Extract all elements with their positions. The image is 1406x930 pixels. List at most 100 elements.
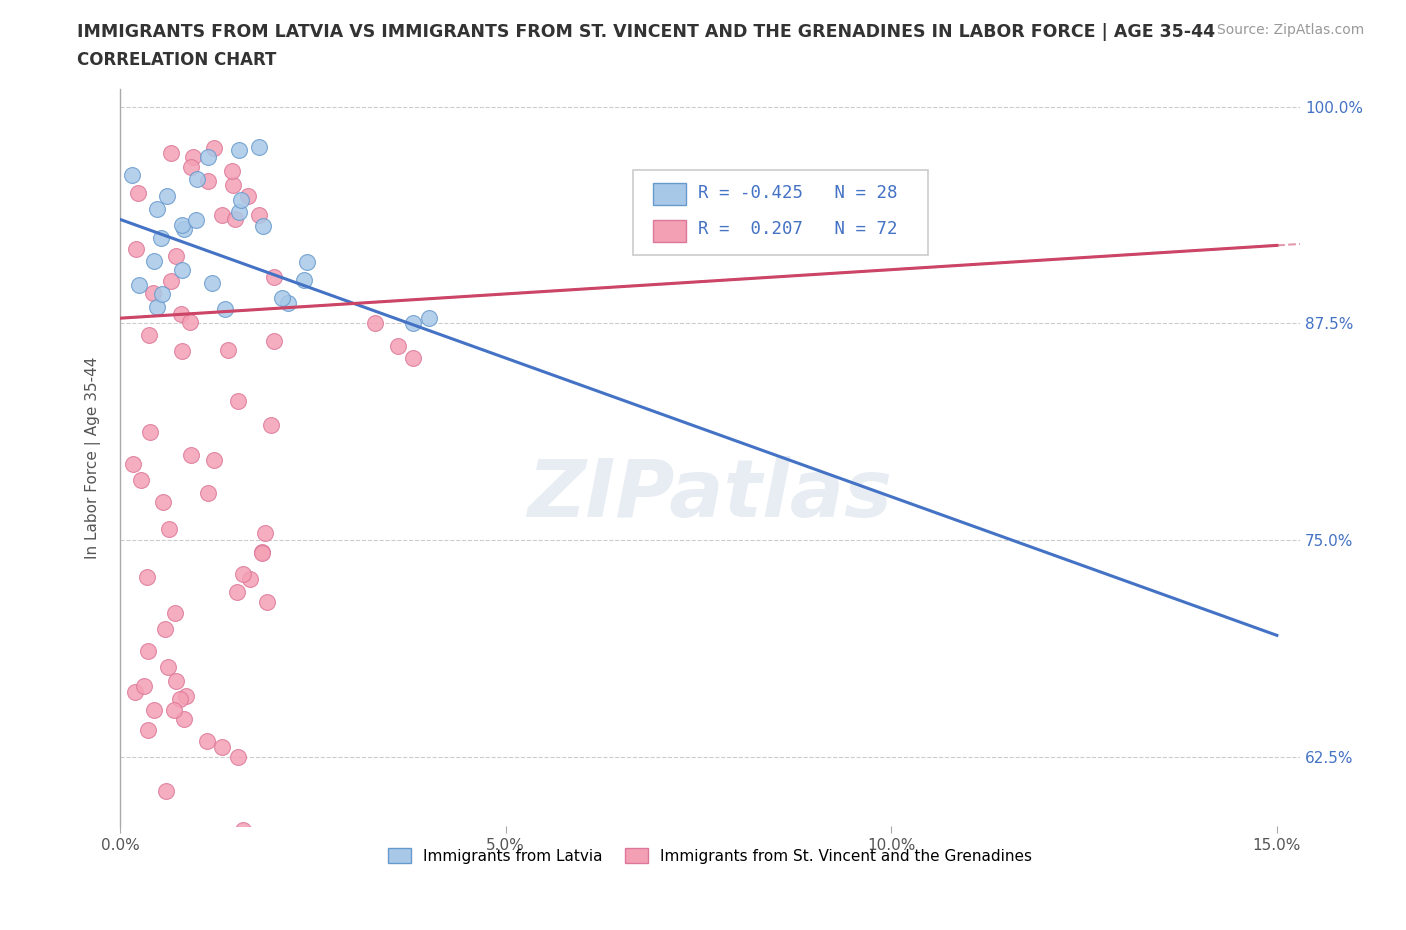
Point (229, 193, 252, 207)
Point (173, 711, 195, 726)
Point (179, 865, 201, 880)
Point (127, 186, 149, 201)
Y-axis label: In Labor Force | Age 35-44: In Labor Force | Age 35-44 (86, 356, 101, 559)
Point (124, 891, 146, 906)
FancyBboxPatch shape (633, 170, 928, 255)
Point (363, 316, 385, 331)
Point (122, 457, 145, 472)
Point (247, 207, 270, 222)
Point (179, 314, 201, 329)
Point (173, 221, 195, 236)
Point (150, 231, 173, 246)
Point (228, 143, 250, 158)
Point (250, 545, 273, 560)
Point (170, 307, 193, 322)
Point (159, 145, 181, 160)
Point (156, 189, 179, 204)
Point (129, 472, 152, 487)
Point (197, 485, 219, 500)
Point (202, 140, 225, 155)
Point (156, 659, 179, 674)
Point (128, 278, 150, 293)
Point (152, 495, 174, 510)
Point (277, 296, 299, 311)
Point (184, 213, 207, 228)
Point (124, 684, 146, 699)
Point (170, 262, 193, 277)
Point (252, 219, 274, 233)
Point (201, 275, 224, 290)
Point (165, 673, 187, 688)
Point (142, 253, 165, 268)
Point (254, 525, 277, 540)
Text: Source: ZipAtlas.com: Source: ZipAtlas.com (1216, 23, 1364, 37)
Point (165, 248, 187, 263)
Point (297, 255, 319, 270)
Point (217, 342, 239, 357)
Point (418, 311, 440, 325)
Point (136, 644, 159, 658)
Point (155, 783, 177, 798)
Point (256, 595, 278, 610)
Legend: Immigrants from Latvia, Immigrants from St. Vincent and the Grenadines: Immigrants from Latvia, Immigrants from … (381, 842, 1039, 870)
Point (180, 159, 202, 174)
Point (232, 566, 254, 581)
Text: CORRELATION CHART: CORRELATION CHART (77, 51, 277, 69)
Text: ZIPatlas: ZIPatlas (527, 456, 893, 534)
Point (1150, 832, 1173, 847)
Point (142, 702, 165, 717)
Point (402, 316, 425, 331)
Point (170, 343, 193, 358)
Point (145, 299, 167, 314)
Point (180, 447, 202, 462)
Point (153, 621, 176, 636)
Point (242, 892, 264, 907)
Point (163, 605, 186, 620)
Point (183, 870, 205, 885)
Point (211, 207, 233, 222)
Text: R =  0.207   N = 72: R = 0.207 N = 72 (699, 220, 898, 238)
Point (145, 202, 167, 217)
Point (239, 571, 262, 586)
Point (238, 188, 260, 203)
Point (197, 173, 219, 188)
Point (402, 351, 425, 365)
Point (181, 150, 204, 165)
Point (135, 569, 157, 584)
Point (228, 205, 250, 219)
Point (157, 522, 180, 537)
Point (263, 269, 285, 284)
Point (150, 286, 173, 301)
Point (219, 904, 242, 919)
Point (247, 140, 270, 154)
Point (263, 333, 285, 348)
Point (195, 734, 218, 749)
Point (197, 150, 219, 165)
Point (155, 833, 177, 848)
Point (387, 339, 409, 353)
Point (221, 164, 243, 179)
Point (141, 286, 163, 300)
Point (252, 545, 274, 560)
Text: R = -0.425   N = 28: R = -0.425 N = 28 (699, 183, 898, 202)
Point (270, 290, 292, 305)
Point (292, 272, 315, 287)
Point (191, 849, 214, 864)
Point (226, 749, 249, 764)
Point (181, 902, 204, 917)
Point (202, 453, 225, 468)
Point (136, 723, 159, 737)
Point (211, 740, 233, 755)
Point (132, 679, 155, 694)
Point (162, 868, 184, 883)
Point (226, 584, 249, 599)
Point (224, 212, 246, 227)
Text: IMMIGRANTS FROM LATVIA VS IMMIGRANTS FROM ST. VINCENT AND THE GRENADINES IN LABO: IMMIGRANTS FROM LATVIA VS IMMIGRANTS FRO… (77, 23, 1215, 41)
Point (221, 177, 243, 192)
Bar (654, 183, 686, 205)
Point (186, 171, 208, 186)
Point (170, 217, 193, 232)
Point (260, 418, 283, 432)
Point (226, 393, 249, 408)
Point (232, 822, 254, 837)
